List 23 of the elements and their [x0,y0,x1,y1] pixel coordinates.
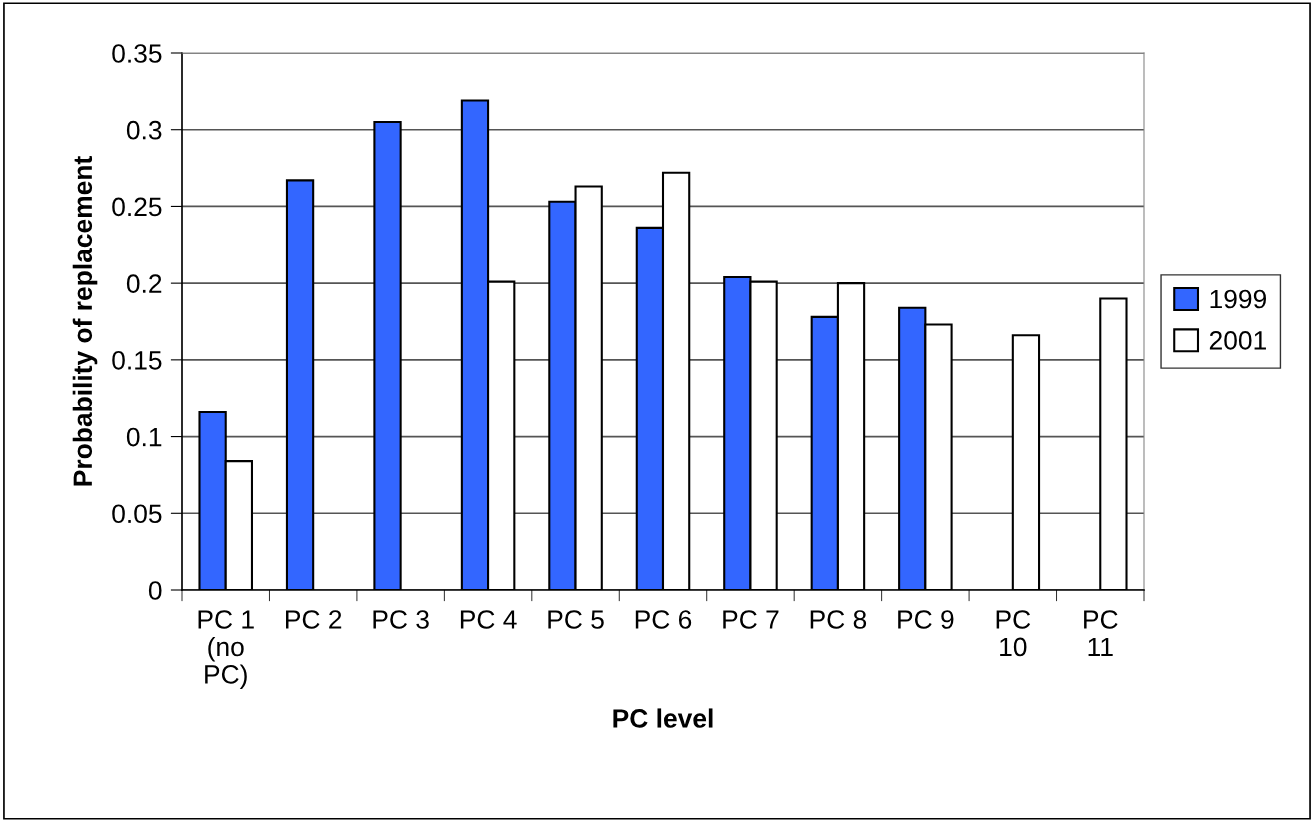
legend-label: 2001 [1209,331,1266,350]
y-tick-label: 0 [148,581,162,600]
y-tick-label: 0.05 [112,504,162,524]
x-tick-label: PC 5 [548,610,604,629]
x-tick-label: PC 11 [1084,610,1118,657]
y-tick-label: 0.3 [126,120,162,140]
y-tick-label: 0.25 [112,197,162,217]
y-axis-title: Probability of replacement [72,156,98,486]
y-tick-label: 0.35 [112,44,162,63]
x-tick-label: PC 10 [996,610,1031,657]
legend-label: 1999 [1210,289,1266,309]
x-tick-label: PC 6 [635,610,692,629]
x-tick-label: PC 2 [286,610,342,629]
x-tick-label: PC 7 [723,610,779,629]
y-tick-label: 0.1 [126,427,162,447]
x-tick-label: PC 1 (no PC) [198,610,254,689]
x-axis-title: PC level [613,708,713,728]
y-tick-label: 0.15 [112,350,162,370]
x-tick-label: PC 9 [898,610,954,629]
y-tick-label: 0.2 [126,274,162,293]
x-tick-label: PC 4 [460,610,517,629]
x-tick-label: PC 8 [810,610,867,629]
x-tick-label: PC 3 [373,610,429,629]
